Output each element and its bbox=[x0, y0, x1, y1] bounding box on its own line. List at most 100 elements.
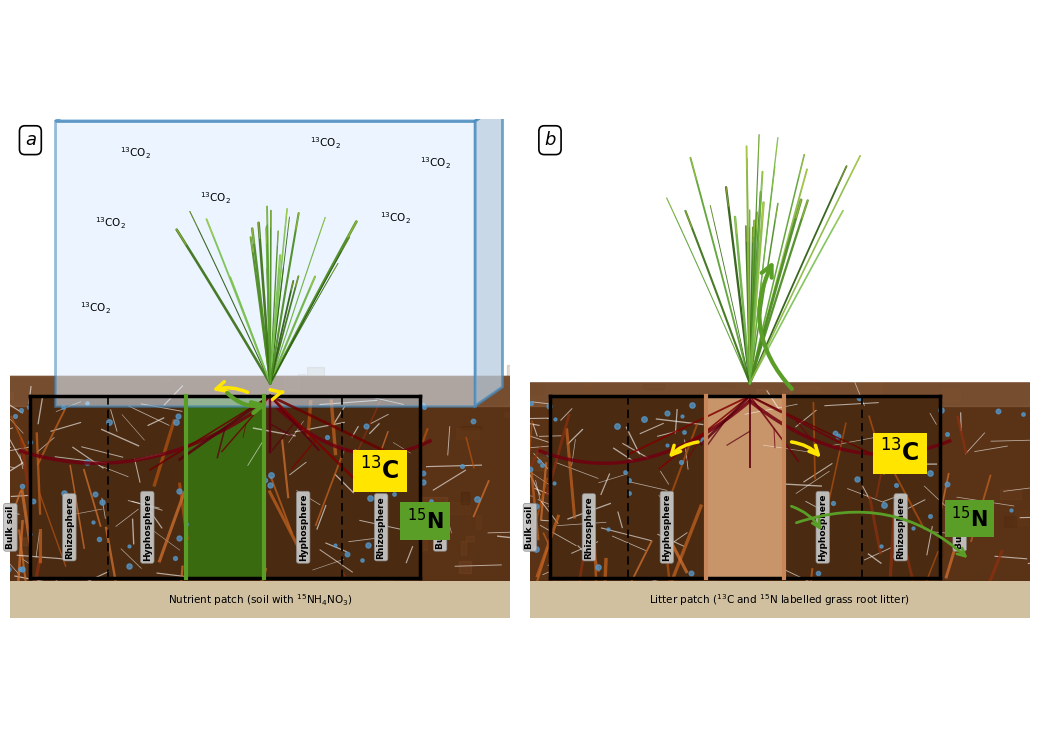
Bar bbox=[566, 371, 596, 385]
Bar bbox=[258, 436, 271, 450]
Bar bbox=[108, 396, 186, 579]
Bar bbox=[9, 492, 20, 499]
Bar bbox=[779, 422, 805, 436]
Bar bbox=[1036, 464, 1040, 478]
Text: Bulk soil: Bulk soil bbox=[955, 506, 964, 549]
Bar bbox=[251, 495, 258, 499]
Bar bbox=[638, 422, 652, 435]
Bar bbox=[700, 559, 722, 573]
Text: Bulk soil: Bulk soil bbox=[6, 506, 15, 549]
Bar bbox=[479, 594, 489, 597]
Bar bbox=[222, 551, 237, 565]
Bar bbox=[912, 567, 920, 579]
Bar bbox=[914, 403, 932, 408]
Bar bbox=[937, 543, 943, 556]
Bar bbox=[520, 376, 1040, 618]
Bar bbox=[184, 535, 192, 545]
Text: $^{15}$N: $^{15}$N bbox=[952, 506, 988, 531]
Bar bbox=[856, 382, 882, 395]
Bar bbox=[576, 536, 600, 551]
Bar bbox=[414, 549, 430, 553]
Bar bbox=[740, 539, 770, 551]
Bar bbox=[289, 486, 300, 490]
Bar bbox=[84, 475, 106, 486]
Bar bbox=[714, 561, 724, 576]
Bar bbox=[37, 538, 63, 541]
Bar bbox=[269, 447, 285, 459]
Bar bbox=[550, 396, 628, 579]
Bar bbox=[278, 492, 293, 498]
Bar bbox=[418, 538, 427, 550]
Bar bbox=[807, 401, 835, 413]
Bar bbox=[1021, 563, 1031, 575]
Text: Rhizosphere: Rhizosphere bbox=[376, 496, 386, 559]
Bar bbox=[461, 604, 480, 612]
Bar bbox=[17, 407, 33, 414]
Bar bbox=[142, 563, 157, 566]
Bar bbox=[886, 503, 910, 516]
Bar bbox=[318, 607, 323, 617]
Bar bbox=[262, 474, 279, 478]
Bar bbox=[157, 539, 162, 549]
Bar bbox=[542, 439, 554, 454]
Bar bbox=[791, 386, 818, 392]
Text: Nutrient patch (soil with $^{15}$NH$_4$NO$_3$): Nutrient patch (soil with $^{15}$NH$_4$N… bbox=[167, 592, 353, 608]
Bar bbox=[978, 433, 988, 444]
Bar bbox=[829, 459, 846, 469]
Bar bbox=[56, 604, 77, 611]
Bar bbox=[595, 515, 607, 520]
Bar bbox=[297, 417, 304, 432]
Bar bbox=[38, 518, 47, 531]
Bar bbox=[155, 506, 165, 517]
Bar bbox=[112, 464, 120, 467]
Bar bbox=[784, 396, 862, 579]
Bar bbox=[659, 408, 675, 417]
Bar bbox=[462, 492, 469, 504]
Text: Bulk soil: Bulk soil bbox=[525, 506, 535, 549]
Bar bbox=[512, 495, 538, 505]
Text: Hyphosphere: Hyphosphere bbox=[662, 494, 672, 561]
Bar bbox=[462, 426, 483, 430]
Bar bbox=[55, 121, 475, 406]
Bar bbox=[153, 604, 163, 615]
Text: $^{13}$C: $^{13}$C bbox=[880, 440, 919, 467]
Bar bbox=[523, 457, 549, 470]
Bar bbox=[836, 574, 853, 582]
Bar bbox=[123, 545, 129, 556]
Bar bbox=[605, 469, 624, 483]
Bar bbox=[493, 378, 519, 384]
Bar bbox=[701, 576, 717, 588]
Bar bbox=[847, 546, 874, 551]
Bar bbox=[644, 384, 664, 388]
Text: Hyphosphere: Hyphosphere bbox=[298, 494, 308, 561]
Bar bbox=[210, 597, 222, 603]
Bar bbox=[862, 396, 940, 579]
Bar bbox=[0, 376, 520, 406]
Bar bbox=[109, 482, 131, 487]
Text: Litter patch ($^{13}$C and $^{15}$N labelled grass root litter): Litter patch ($^{13}$C and $^{15}$N labe… bbox=[649, 592, 910, 608]
Bar bbox=[342, 568, 349, 579]
Bar bbox=[534, 593, 543, 601]
Bar bbox=[520, 71, 1040, 381]
Bar bbox=[813, 385, 832, 393]
Bar bbox=[297, 374, 305, 381]
Bar bbox=[246, 569, 262, 576]
Bar bbox=[797, 531, 816, 544]
Bar bbox=[728, 416, 735, 426]
Bar bbox=[822, 567, 837, 577]
Bar bbox=[513, 548, 535, 559]
Bar bbox=[135, 449, 148, 458]
Bar bbox=[62, 530, 92, 537]
Text: a: a bbox=[25, 131, 36, 149]
Bar bbox=[284, 376, 298, 390]
Bar bbox=[237, 552, 253, 565]
Bar bbox=[840, 590, 858, 593]
Bar bbox=[558, 598, 579, 607]
Bar bbox=[727, 446, 750, 456]
Bar bbox=[552, 413, 561, 426]
Bar bbox=[619, 592, 630, 605]
Bar bbox=[52, 503, 66, 507]
Bar bbox=[535, 402, 554, 405]
Bar bbox=[1036, 446, 1040, 450]
Bar bbox=[50, 517, 72, 528]
